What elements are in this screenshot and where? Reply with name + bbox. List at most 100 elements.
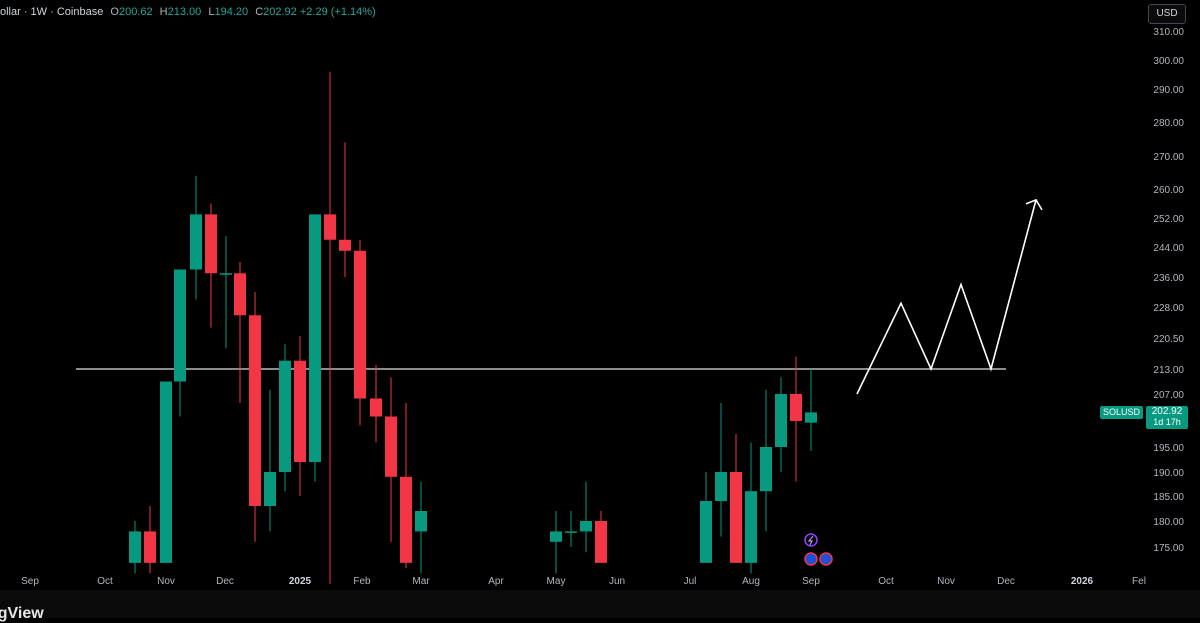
candle-body — [279, 360, 291, 472]
bar-countdown: 1d 17h — [1153, 417, 1181, 427]
candle-body — [550, 531, 562, 542]
candle — [220, 236, 232, 349]
candle-body — [205, 214, 217, 274]
event-lightning-icon[interactable] — [804, 533, 818, 547]
candle — [174, 269, 186, 417]
us-flag-event-icon[interactable] — [819, 552, 833, 566]
x-tick-label: Jun — [609, 576, 625, 587]
candle — [339, 142, 351, 277]
candle-body — [354, 250, 366, 399]
event-icons[interactable] — [804, 533, 833, 566]
x-tick-label: Oct — [878, 576, 894, 587]
candle — [415, 481, 427, 574]
x-tick-label: Oct — [97, 576, 113, 587]
candle-body — [580, 521, 592, 532]
candle — [264, 389, 276, 532]
x-tick-label: 2026 — [1071, 576, 1094, 587]
candle — [565, 511, 577, 547]
y-tick-label: 190.00 — [1153, 468, 1184, 479]
currency-button[interactable]: USD — [1148, 4, 1186, 24]
x-tick-label: Nov — [157, 576, 175, 587]
candles — [129, 71, 817, 584]
candle-body — [174, 269, 186, 382]
arrowhead — [1025, 198, 1043, 211]
open-value: 200.62 — [118, 6, 153, 18]
candle-body — [264, 472, 276, 506]
candle — [385, 377, 397, 542]
candle-body — [370, 398, 382, 417]
candle — [745, 442, 757, 574]
candle-body — [324, 214, 336, 240]
candle-body — [294, 360, 306, 462]
candle — [790, 356, 802, 482]
candle-body — [249, 315, 261, 506]
y-tick-label: 270.00 — [1153, 152, 1184, 163]
candle — [730, 434, 742, 563]
candle-body — [700, 501, 712, 563]
y-tick-label: 290.00 — [1153, 85, 1184, 96]
us-flag-event-icon[interactable] — [804, 552, 818, 566]
x-tick-label: 2025 — [289, 576, 312, 587]
y-axis: 310.00 300.00 290.00 280.00 270.00 260.00 252.… — [1153, 27, 1184, 554]
change-value: +2.29 (+1.14%) — [299, 6, 376, 18]
high-label: H — [159, 6, 168, 18]
last-price-badge: 202.92 1d 17h — [1146, 406, 1188, 429]
projection-arrow[interactable] — [856, 198, 1043, 395]
symbol-title: ollar · 1W · Coinbase — [0, 6, 104, 18]
x-tick-label: Mar — [412, 576, 430, 587]
candle — [144, 506, 156, 574]
candle-body — [715, 472, 727, 501]
candle — [700, 472, 712, 563]
candle-body — [595, 521, 607, 563]
last-price: 202.92 — [1151, 406, 1183, 417]
x-tick-label: Aug — [742, 576, 760, 587]
candle — [370, 364, 382, 443]
x-tick-label: May — [547, 576, 566, 587]
candle-body — [220, 273, 232, 275]
candle-body — [129, 531, 141, 563]
candle — [294, 335, 306, 496]
candle-body — [775, 394, 787, 447]
chart-header: ollar · 1W · Coinbase O200.62 H213.00 L1… — [0, 6, 376, 18]
price-chart[interactable]: 310.00 300.00 290.00 280.00 270.00 260.00 252.… — [0, 0, 1200, 590]
x-axis: Sep Oct Nov Dec 2025 Feb Mar Apr May Jun Jul Aug Sep… — [21, 576, 1146, 587]
x-tick-label: Apr — [488, 576, 504, 587]
y-tick-label: 207.00 — [1153, 390, 1184, 401]
candle — [279, 344, 291, 492]
candle-body — [385, 416, 397, 477]
candle-body — [339, 239, 351, 251]
y-tick-label: 213.00 — [1153, 365, 1184, 376]
candle-body — [565, 531, 577, 533]
candle-body — [160, 381, 172, 563]
y-tick-label: 195.00 — [1153, 443, 1184, 454]
y-tick-label: 185.00 — [1153, 492, 1184, 503]
projection-path[interactable] — [856, 199, 1037, 395]
y-tick-label: 180.00 — [1153, 517, 1184, 528]
candle-body — [190, 214, 202, 270]
y-tick-label: 260.00 — [1153, 185, 1184, 196]
y-tick-label: 252.00 — [1153, 214, 1184, 225]
candle — [760, 389, 772, 532]
candle-body — [309, 214, 321, 462]
brand-logo-text: ngView — [0, 605, 44, 622]
candle — [160, 381, 172, 563]
candle — [775, 377, 787, 472]
y-tick-label: 310.00 — [1153, 27, 1184, 38]
candle-body — [745, 491, 757, 563]
candle-body — [144, 531, 156, 563]
candle — [324, 71, 336, 584]
y-tick-label: 220.50 — [1153, 334, 1184, 345]
y-tick-label: 228.00 — [1153, 303, 1184, 314]
y-tick-label: 244.00 — [1153, 243, 1184, 254]
lightning-icon — [807, 535, 814, 546]
candle-body — [730, 472, 742, 563]
candle — [129, 521, 141, 574]
x-tick-label: Dec — [216, 576, 234, 587]
x-tick-label: Jul — [684, 576, 697, 587]
y-tick-label: 175.00 — [1153, 543, 1184, 554]
candle-body — [760, 447, 772, 492]
candle — [354, 239, 366, 426]
candle — [234, 262, 246, 403]
candle — [309, 214, 321, 482]
close-value: 202.92 — [263, 6, 297, 18]
